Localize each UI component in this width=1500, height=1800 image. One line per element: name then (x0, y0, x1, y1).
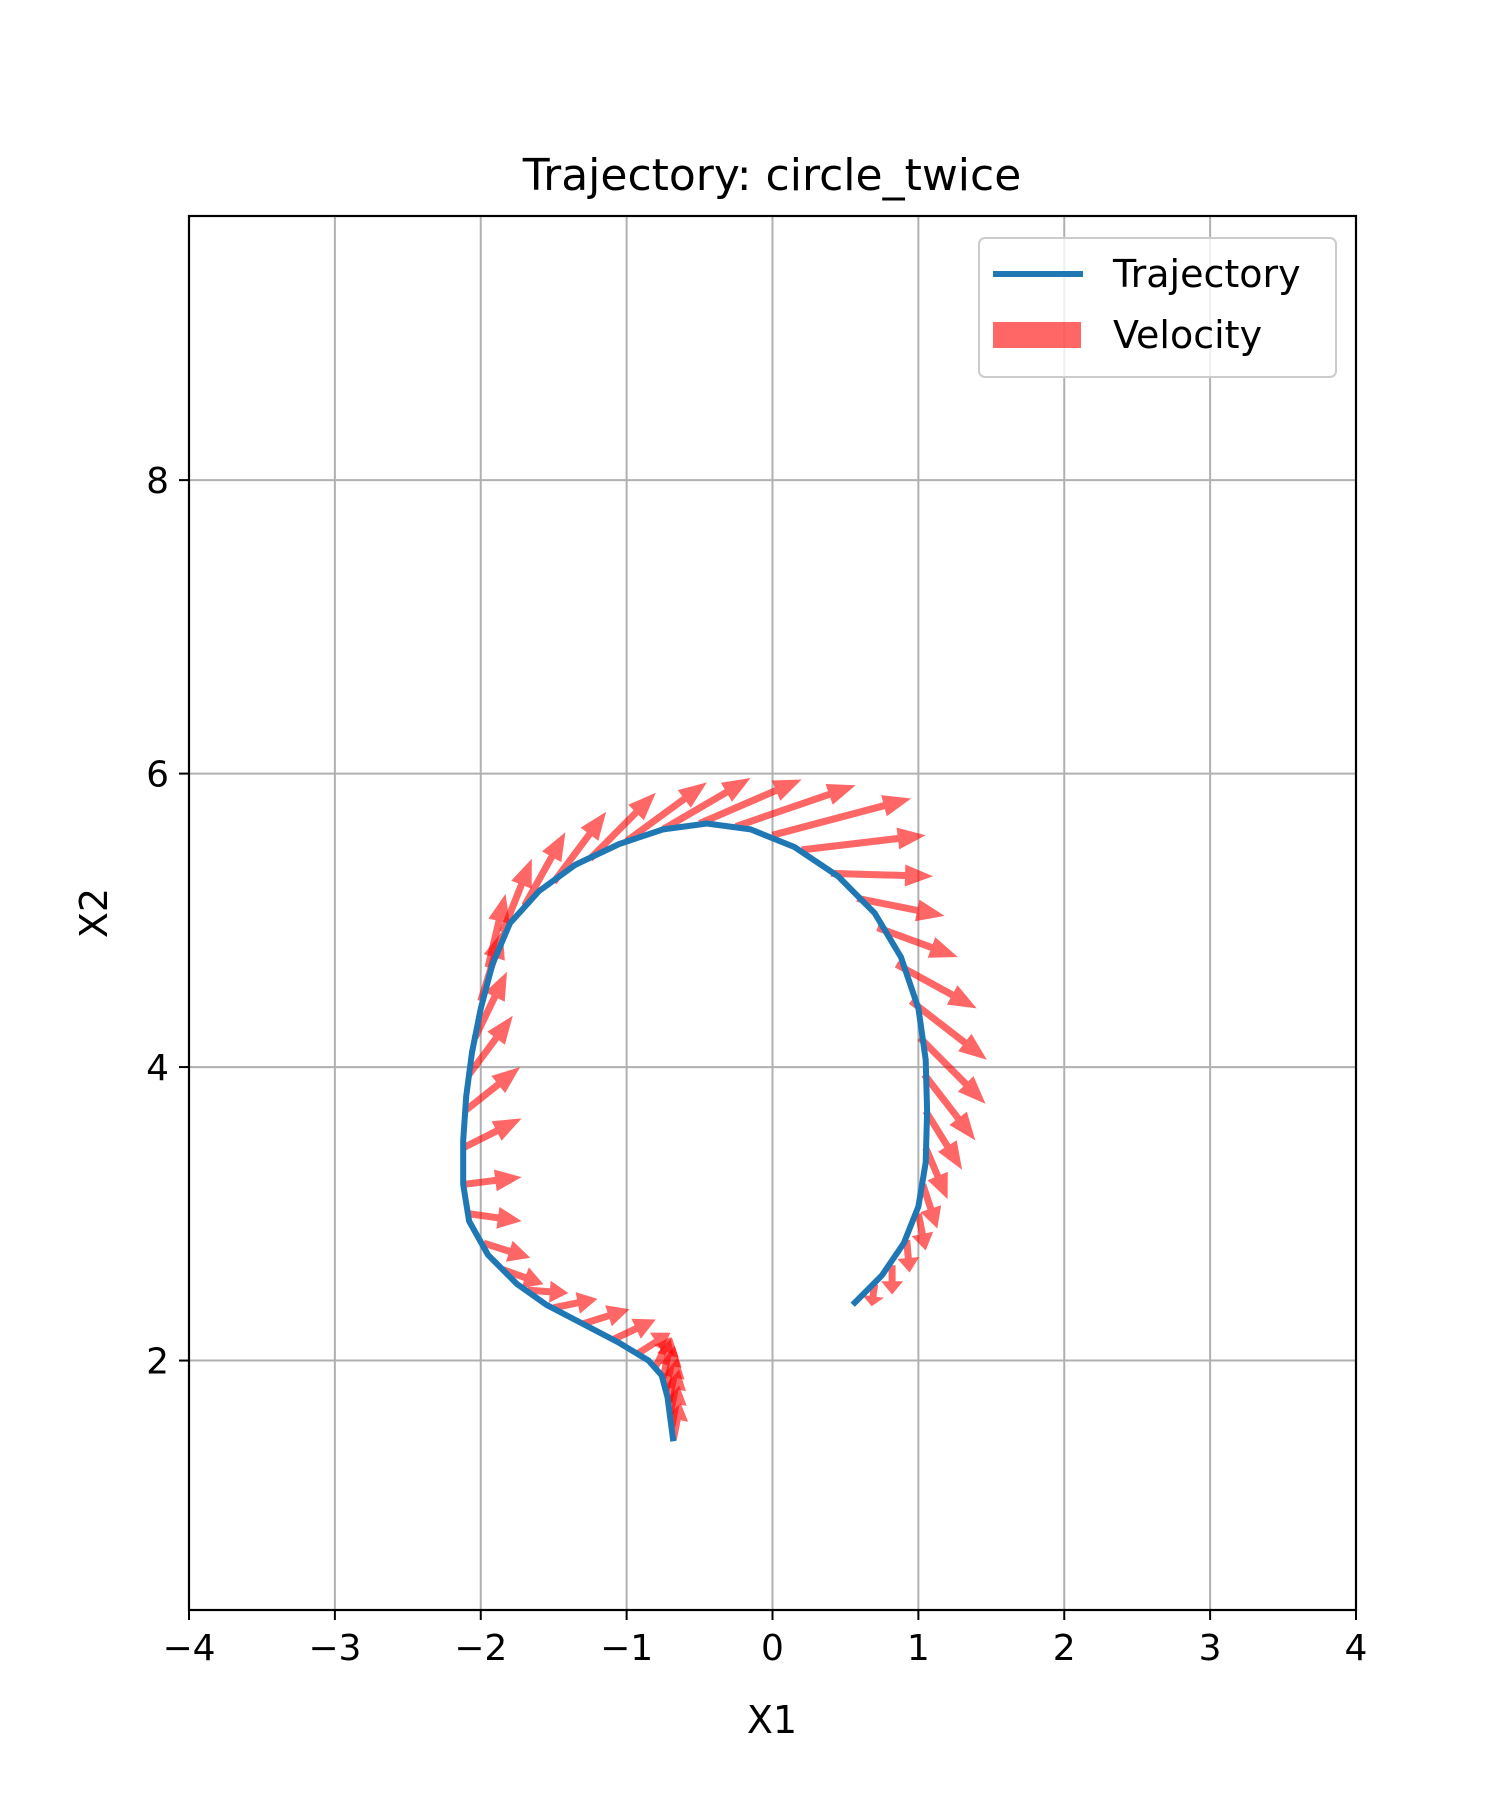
legend: Trajectory Velocity (978, 237, 1337, 378)
x-tick-label: 4 (1345, 1628, 1368, 1669)
velocity-arrow (587, 792, 656, 862)
trajectory-line (460, 820, 931, 1442)
y-axis-label: X2 (72, 888, 116, 938)
velocity-arrow (462, 1067, 521, 1114)
grid-lines (189, 216, 1356, 1610)
velocity-arrow (636, 1332, 671, 1357)
velocity-arrow (908, 998, 987, 1060)
x-axis-ticks: −4 −3 −2 −1 0 1 2 3 4 (162, 1610, 1367, 1669)
velocity-arrow (661, 778, 751, 833)
velocity-arrow (881, 1265, 904, 1295)
velocity-arrow (921, 1072, 976, 1141)
velocity-arrow (462, 1169, 522, 1192)
legend-velocity-label: Velocity (1113, 313, 1262, 357)
velocity-arrow (698, 779, 802, 827)
velocity-arrow (624, 782, 707, 844)
y-tick-label: 6 (146, 755, 169, 796)
x-tick-label: −4 (162, 1628, 215, 1669)
x-tick-label: 2 (1053, 1628, 1076, 1669)
x-tick-label: −3 (308, 1628, 361, 1669)
velocity-arrow (830, 864, 933, 887)
x-tick-label: 1 (907, 1628, 930, 1669)
velocity-arrow (482, 1239, 531, 1262)
x-tick-label: 3 (1199, 1628, 1222, 1669)
x-tick-label: −1 (600, 1628, 653, 1669)
velocity-arrow (919, 1183, 942, 1229)
velocity-arrow (521, 832, 566, 908)
trajectory-series (460, 820, 931, 1442)
x-axis-label: X1 (747, 1698, 797, 1742)
velocity-arrow (466, 1015, 513, 1077)
y-tick-label: 2 (146, 1342, 169, 1383)
velocity-arrow (734, 784, 856, 830)
velocity-arrow (484, 893, 510, 969)
velocity-arrow (501, 1266, 544, 1288)
velocity-arrow (876, 924, 958, 958)
x-tick-label: 0 (761, 1628, 784, 1669)
velocity-arrow (499, 858, 532, 934)
chart-title: Trajectory: circle_twice (522, 150, 1022, 201)
legend-trajectory-label: Trajectory (1112, 252, 1301, 296)
velocity-arrow (897, 1239, 920, 1273)
velocity-arrow (610, 1318, 656, 1344)
y-axis-ticks: 2 4 6 8 (146, 461, 189, 1383)
velocity-arrow (894, 961, 977, 1009)
velocity-arrow (911, 1213, 934, 1251)
y-tick-label: 4 (146, 1048, 169, 1089)
velocity-arrow (862, 1283, 884, 1307)
velocity-arrow (550, 811, 607, 885)
velocity-arrow (917, 1035, 986, 1104)
y-tick-label: 8 (146, 461, 169, 502)
velocity-arrow (801, 827, 926, 854)
velocity-arrow (856, 894, 945, 922)
velocity-arrow (468, 1207, 522, 1229)
legend-velocity-swatch (993, 322, 1081, 348)
velocity-arrow (527, 1280, 569, 1303)
velocity-arrow (581, 1305, 630, 1328)
x-tick-label: −2 (454, 1628, 507, 1669)
velocity-arrow (771, 795, 912, 839)
velocity-arrow (922, 1109, 963, 1170)
velocity-arrow (553, 1292, 598, 1314)
velocity-arrow (461, 1118, 522, 1151)
